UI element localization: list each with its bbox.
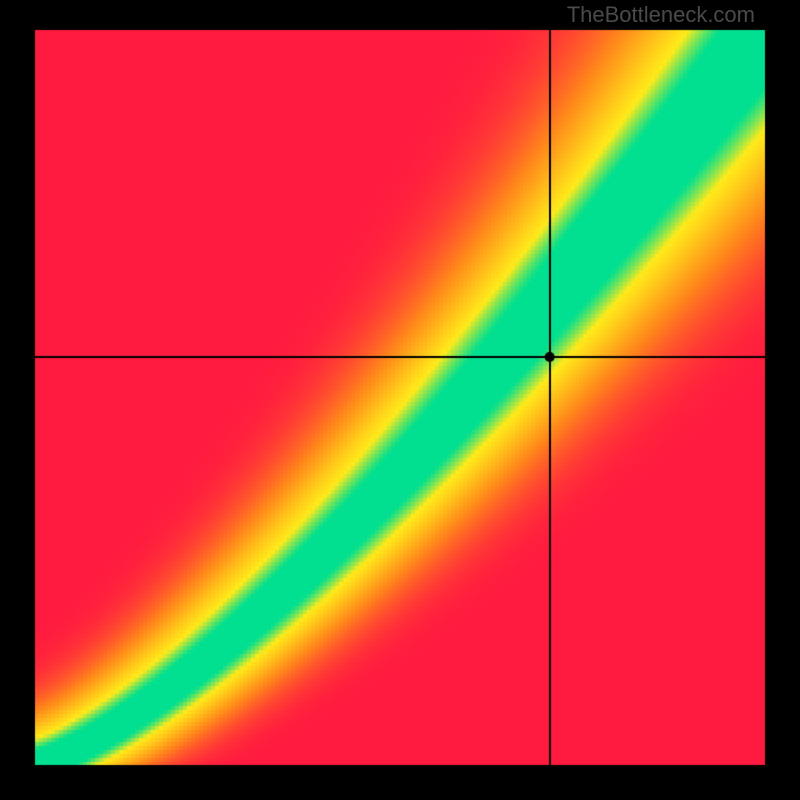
- bottleneck-heatmap: [0, 0, 800, 800]
- attribution-text: TheBottleneck.com: [567, 2, 755, 28]
- chart-container: TheBottleneck.com: [0, 0, 800, 800]
